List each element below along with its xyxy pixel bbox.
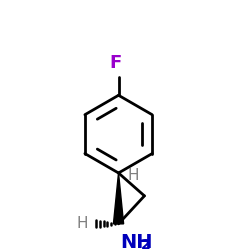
Text: F: F [110, 54, 122, 72]
Polygon shape [114, 173, 124, 224]
Text: H: H [128, 168, 139, 183]
Text: H: H [76, 216, 88, 231]
Text: NH: NH [120, 233, 153, 250]
Text: 2: 2 [141, 238, 150, 250]
